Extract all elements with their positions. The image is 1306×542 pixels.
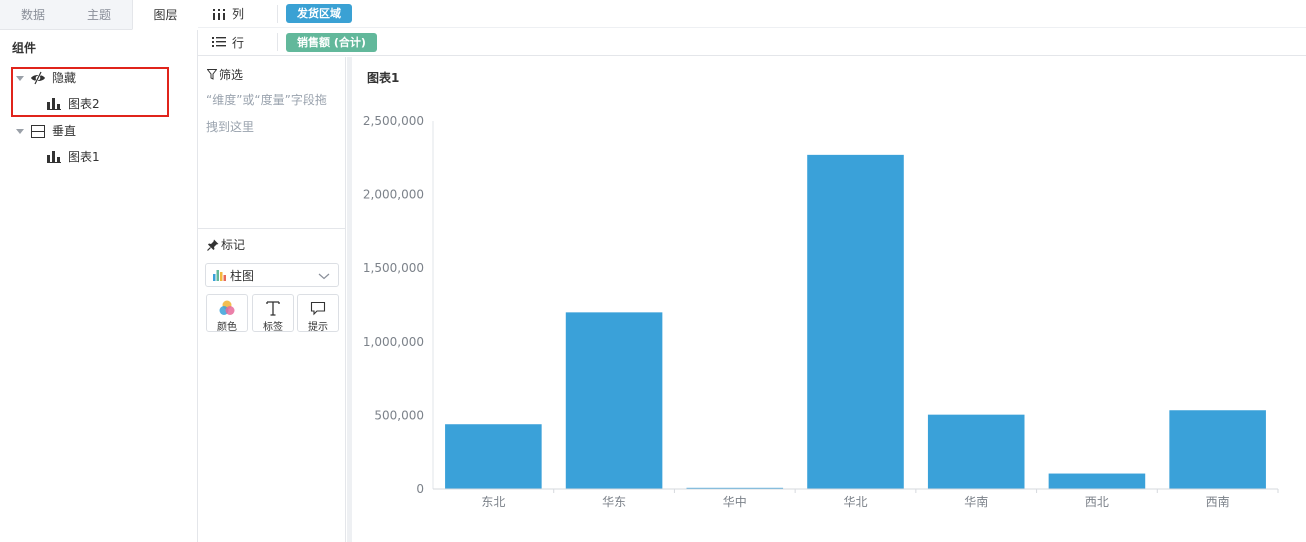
tooltip-button[interactable]: 提示 [297,294,339,333]
caret-down-icon[interactable] [16,74,24,82]
tab-data[interactable]: 数据 [0,0,66,30]
column-dimension-pill[interactable]: 发货区域 [286,4,352,23]
column-shelf: 列 发货区域 [198,0,1306,28]
bar[interactable] [445,424,542,489]
tree-item-vertical-label: 垂直 [52,124,77,138]
tree-item-hidden[interactable]: 隐藏 [16,68,76,88]
bar-chart: 0 500,000 1,000,000 1,500,000 2,000,000 2,500… [363,114,1279,509]
eye-hidden-icon [30,71,46,85]
left-tabs: 数据 主题 图层 [0,0,198,30]
mark-type-value: 柱图 [230,268,255,283]
tab-theme[interactable]: 主题 [66,0,132,30]
bar[interactable] [927,414,1025,489]
bars [445,154,1266,489]
tree-item-chart1[interactable]: 图表1 [46,147,100,167]
filter-drop-zone[interactable]: “维度”或“度量”字段拖拽到这里 [206,93,327,134]
tree-item-chart2-label: 图表2 [68,97,100,111]
marks-title-text: 标记 [221,238,246,252]
y-axis: 0 500,000 1,000,000 1,500,000 2,000,000 2,500… [363,114,434,496]
vertical-layout-icon [30,124,46,138]
color-button-label: 颜色 [217,322,237,333]
left-panel: 数据 主题 图层 组件 隐藏 图表2 [0,0,198,542]
chart-panel: 0 500,000 1,000,000 1,500,000 2,000,000 2,500… [352,57,1306,542]
row-shelf: 行 销售额 (合计) [198,28,1306,56]
x-axis: 东北 华东 华中 华北 华南 西北 西南 [433,488,1279,509]
pin-icon [207,238,219,252]
x-tick-label: 华东 [602,495,626,509]
mark-type-select[interactable]: 柱图 [205,263,339,287]
y-tick-label: 500,000 [374,408,424,422]
tree-item-chart2[interactable]: 图表2 [46,94,100,114]
x-tick-label: 西南 [1206,494,1230,509]
filter-icon [207,68,217,82]
panel-gutter [347,57,352,542]
caret-down-icon[interactable] [16,127,24,135]
tree-item-vertical[interactable]: 垂直 [16,121,76,141]
x-tick-label: 西北 [1085,495,1109,509]
color-icon [207,295,247,316]
color-button[interactable]: 颜色 [206,294,248,333]
components-title: 组件 [12,41,37,55]
row-shelf-label: 行 [198,33,278,51]
chart-title: 图表1 [367,71,400,85]
filter-marks-panel: 筛选 “维度”或“度量”字段拖拽到这里 标记 柱图 [198,57,346,542]
x-tick-label: 华北 [843,495,867,509]
colored-bar-chart-icon [212,268,226,282]
rows-icon [211,35,227,49]
y-tick-label: 2,000,000 [363,188,424,202]
chevron-down-icon [318,270,330,284]
x-tick-label: 华中 [723,494,747,509]
label-button-label: 标签 [263,322,283,333]
filter-title: 筛选 [207,66,243,83]
tab-layers[interactable]: 图层 [132,0,198,30]
filter-title-text: 筛选 [219,68,244,82]
y-tick-label: 1,000,000 [363,335,424,349]
tooltip-button-label: 提示 [308,322,328,333]
y-tick-label: 0 [416,482,424,496]
x-tick-label: 华南 [964,494,988,509]
y-tick-label: 1,500,000 [363,261,424,275]
divider [198,228,346,229]
bar[interactable] [1169,410,1266,489]
bar[interactable] [686,487,784,489]
bar[interactable] [565,312,663,489]
marks-title: 标记 [207,236,245,253]
bar-chart-icon [46,150,62,164]
label-button[interactable]: 标签 [252,294,294,333]
text-icon [253,295,293,316]
highlight-box [11,67,169,117]
columns-icon [211,7,227,21]
row-measure-pill[interactable]: 销售额 (合计) [286,32,377,52]
column-shelf-label: 列 [198,4,278,23]
bar-chart-icon [46,97,62,111]
y-tick-label: 2,500,000 [363,114,424,128]
shelf-area: 列 发货区域 行 销售额 (合计) [198,0,1306,56]
tooltip-icon [298,295,338,316]
tree-item-hidden-label: 隐藏 [52,71,77,85]
row-label-text: 行 [232,35,245,50]
tree-item-chart1-label: 图表1 [68,150,100,164]
bar[interactable] [1048,473,1146,489]
x-tick-label: 东北 [481,495,505,509]
bar[interactable] [807,154,904,489]
column-label-text: 列 [232,7,245,21]
